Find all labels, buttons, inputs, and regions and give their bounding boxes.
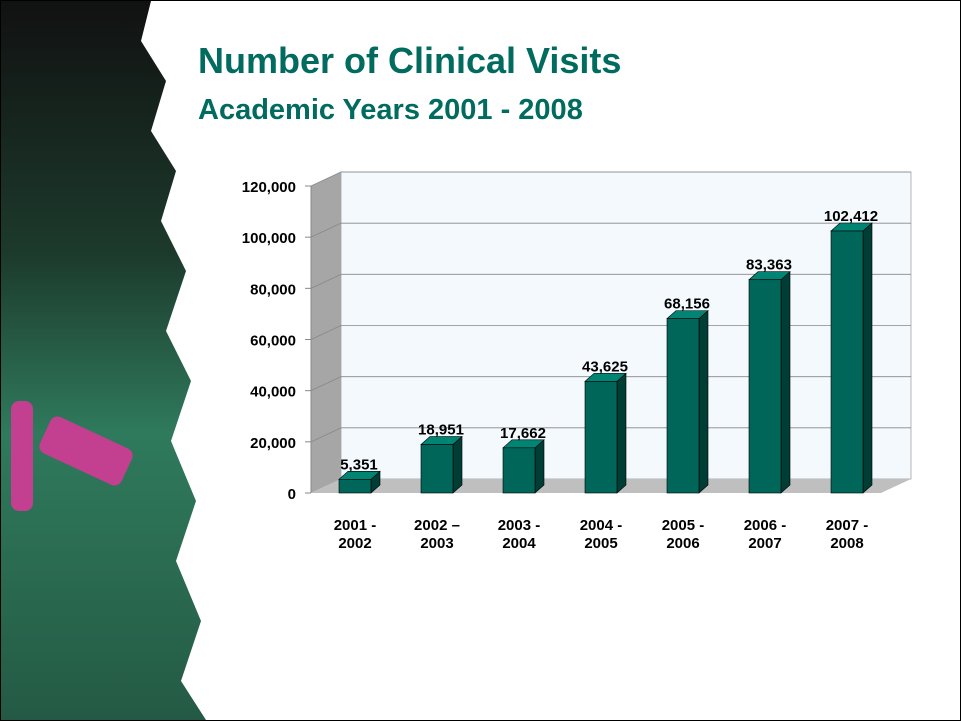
x-tick-label: 2007 - 2008 — [825, 517, 869, 552]
x-tick-label: 2001 - 2002 — [333, 517, 377, 552]
y-tick-label: 20,000 — [250, 435, 296, 452]
bar-side — [862, 222, 873, 494]
data-label: 5,351 — [340, 456, 378, 473]
chalk — [11, 401, 33, 511]
y-tick-label: 100,000 — [242, 230, 296, 247]
bar-side — [698, 309, 709, 494]
bar — [502, 447, 536, 494]
grid-line — [310, 273, 342, 289]
x-tick-label: 2004 - 2005 — [579, 517, 623, 552]
grid-line — [310, 376, 342, 392]
data-label: 17,662 — [500, 425, 546, 442]
bar-side — [452, 435, 463, 494]
bar — [584, 381, 618, 494]
chalkboard-decoration — [1, 1, 206, 720]
x-tick-label: 2002 – 2003 — [414, 517, 460, 552]
bar-side — [780, 271, 791, 494]
x-tick-label: 2006 - 2007 — [743, 517, 787, 552]
bar — [748, 279, 782, 494]
bar-side — [616, 372, 627, 494]
bar — [420, 444, 454, 494]
y-tick-label: 60,000 — [250, 333, 296, 350]
y-tick-label: 40,000 — [250, 384, 296, 401]
y-tick-label: 120,000 — [242, 179, 296, 196]
grid-line — [310, 325, 342, 340]
data-label: 18,951 — [418, 422, 464, 439]
chart-subtitle: Academic Years 2001 - 2008 — [198, 94, 583, 126]
data-label: 68,156 — [664, 296, 710, 313]
x-tick-label: 2005 - 2006 — [661, 517, 705, 552]
y-tick-label: 0 — [288, 486, 296, 503]
bar — [338, 479, 372, 494]
data-label: 43,625 — [582, 358, 628, 375]
chalk — [39, 416, 133, 486]
grid-line — [310, 427, 342, 443]
bar-side — [534, 439, 545, 494]
grid-line — [310, 171, 342, 187]
data-label: 83,363 — [746, 257, 792, 274]
bar — [830, 230, 864, 494]
y-tick-label: 80,000 — [250, 281, 296, 298]
bar — [666, 318, 700, 494]
data-label: 102,412 — [824, 208, 878, 225]
grid-line — [310, 222, 342, 238]
x-tick-label: 2003 - 2004 — [497, 517, 541, 552]
chart-title: Number of Clinical Visits — [198, 40, 621, 81]
